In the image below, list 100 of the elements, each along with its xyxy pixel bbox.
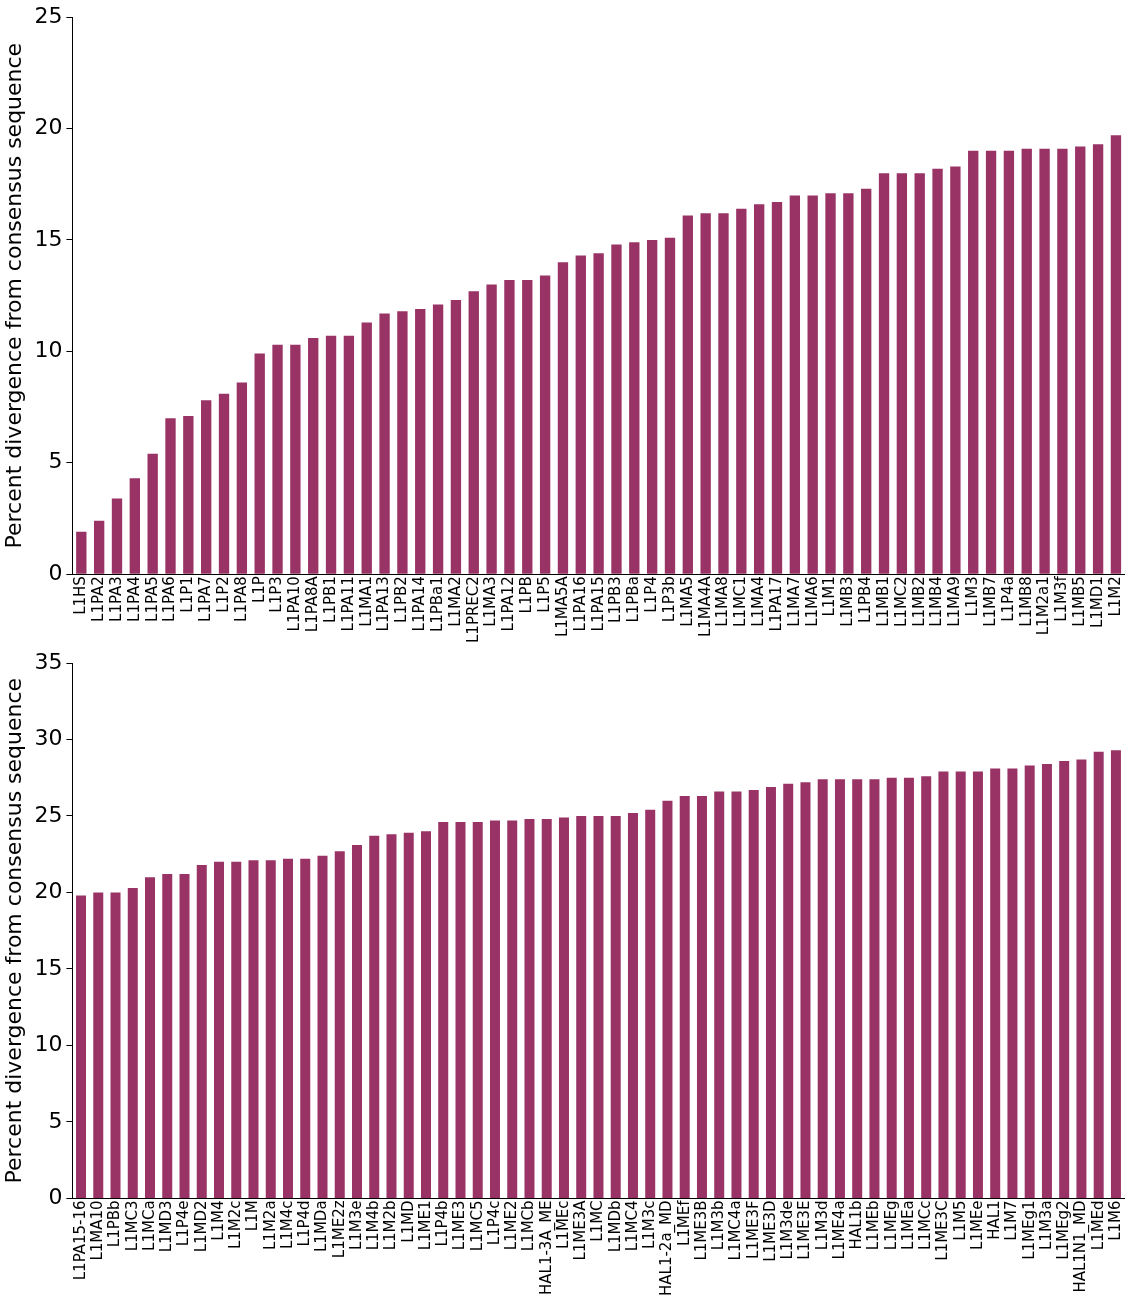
bar — [524, 819, 535, 1198]
bar — [753, 204, 765, 574]
bar — [248, 860, 259, 1198]
bar — [1110, 135, 1122, 574]
bar — [765, 786, 776, 1198]
x-tick-label: HAL1 — [985, 1200, 1004, 1240]
x-tick-label: HAL1N1_MD — [1071, 1200, 1091, 1293]
bar — [420, 831, 431, 1198]
bar — [662, 800, 673, 1198]
bar — [369, 835, 380, 1198]
x-tick-label: L1MA1 — [356, 576, 375, 627]
x-tick-label: L1MEc — [553, 1200, 572, 1249]
bar — [783, 783, 794, 1198]
x-tick-label: L1MEf — [674, 1199, 693, 1247]
x-tick-label: L1MEg — [881, 1200, 900, 1251]
x-tick-label: L1ME1 — [415, 1200, 434, 1251]
x-tick-label: L1MA7 — [784, 576, 803, 627]
bar — [522, 280, 533, 574]
x-tick-label: L1MB8 — [1016, 576, 1035, 627]
bar — [950, 166, 961, 574]
bar — [896, 173, 908, 574]
y-tick-label: 25 — [34, 2, 63, 28]
bar — [1093, 751, 1104, 1198]
bar — [646, 239, 658, 574]
x-tick-label: L1MC2 — [891, 576, 910, 627]
x-tick-label: L1MB5 — [1070, 576, 1089, 627]
x-tick-label: L1MC4a — [726, 1200, 745, 1261]
bar — [1007, 768, 1018, 1198]
x-tick-label: L1M3b — [709, 1200, 728, 1251]
bar — [403, 832, 414, 1198]
x-tick-label: L1M1 — [820, 576, 839, 617]
bar — [317, 855, 328, 1198]
x-tick-label: HAL1-2a_MD — [657, 1200, 677, 1297]
bar — [914, 173, 925, 574]
bar — [127, 887, 138, 1198]
y-tick-label: 30 — [34, 725, 63, 751]
x-tick-label: L1PA8 — [231, 576, 250, 622]
bar — [379, 313, 390, 574]
bar — [664, 237, 676, 574]
x-tick-label: L1PB — [517, 576, 536, 614]
x-tick-label: L1P4e — [174, 1200, 193, 1247]
y-tick-label: 20 — [34, 114, 63, 140]
x-tick-label: L1P2 — [213, 576, 232, 613]
x-tick-label: L1PA10 — [285, 576, 304, 632]
y-axis-title: Percent divergence from consensus sequence — [0, 677, 26, 1184]
bar — [541, 819, 552, 1198]
x-tick-label: L1M6 — [1105, 1200, 1124, 1241]
bar — [308, 338, 319, 574]
bar — [834, 779, 845, 1198]
x-tick-label: L1M3a — [1036, 1200, 1055, 1250]
x-tick-label: L1MEg2 — [1054, 1200, 1073, 1260]
y-tick-label: 5 — [48, 448, 63, 474]
bar — [731, 791, 742, 1198]
bar — [196, 864, 207, 1198]
y-tick-label: 15 — [34, 954, 63, 980]
y-tick-label: 35 — [34, 648, 63, 674]
x-tick-label: L1M4c — [277, 1200, 296, 1250]
bar — [714, 791, 725, 1198]
x-tick-label: L1P4d — [295, 1200, 314, 1247]
bar — [1041, 763, 1052, 1198]
x-tick-label: L1MEe — [967, 1200, 986, 1250]
x-tick-label: L1MA2 — [445, 576, 464, 627]
x-tick-label: L1M2 — [1105, 576, 1124, 617]
bar — [218, 393, 230, 574]
x-tick-label: L1M3 — [963, 576, 982, 617]
bar — [558, 817, 569, 1198]
bar — [825, 193, 836, 574]
bar — [236, 382, 248, 574]
bar — [110, 892, 121, 1198]
bar — [736, 208, 747, 574]
x-tick-label: L1ME2z — [329, 1200, 348, 1259]
bar — [432, 304, 444, 574]
x-tick-label: L1PA16 — [570, 576, 589, 632]
x-tick-label: L1MDa — [312, 1200, 331, 1253]
bar — [111, 498, 123, 574]
bar — [507, 820, 518, 1198]
bar — [972, 771, 983, 1198]
bar — [1021, 148, 1032, 574]
bar — [748, 789, 759, 1198]
x-tick-label: L1M2c — [226, 1200, 245, 1250]
x-tick-label: L1ME2 — [502, 1200, 521, 1251]
bar — [468, 291, 479, 574]
bar — [627, 812, 638, 1198]
bar — [438, 822, 449, 1198]
x-tick-label: L1ME3D — [760, 1200, 779, 1262]
x-tick-label: L1PA2 — [89, 576, 108, 622]
bar — [886, 777, 897, 1198]
x-tick-label: L1MC5 — [467, 1200, 486, 1252]
x-tick-label: L1M3f — [1052, 575, 1071, 622]
bar — [265, 860, 276, 1198]
x-tick-label: L1MB4 — [927, 576, 946, 627]
x-tick-label: L1PA5 — [142, 576, 161, 622]
x-tick-label: L1ME4a — [829, 1200, 848, 1260]
x-tick-label: L1MA4 — [749, 576, 768, 627]
y-tick-label: 25 — [34, 801, 63, 827]
bar — [557, 262, 569, 574]
x-tick-label: L1HS — [71, 576, 90, 615]
bar — [343, 335, 355, 574]
y-tick-label: 20 — [34, 878, 63, 904]
bar — [682, 215, 693, 574]
